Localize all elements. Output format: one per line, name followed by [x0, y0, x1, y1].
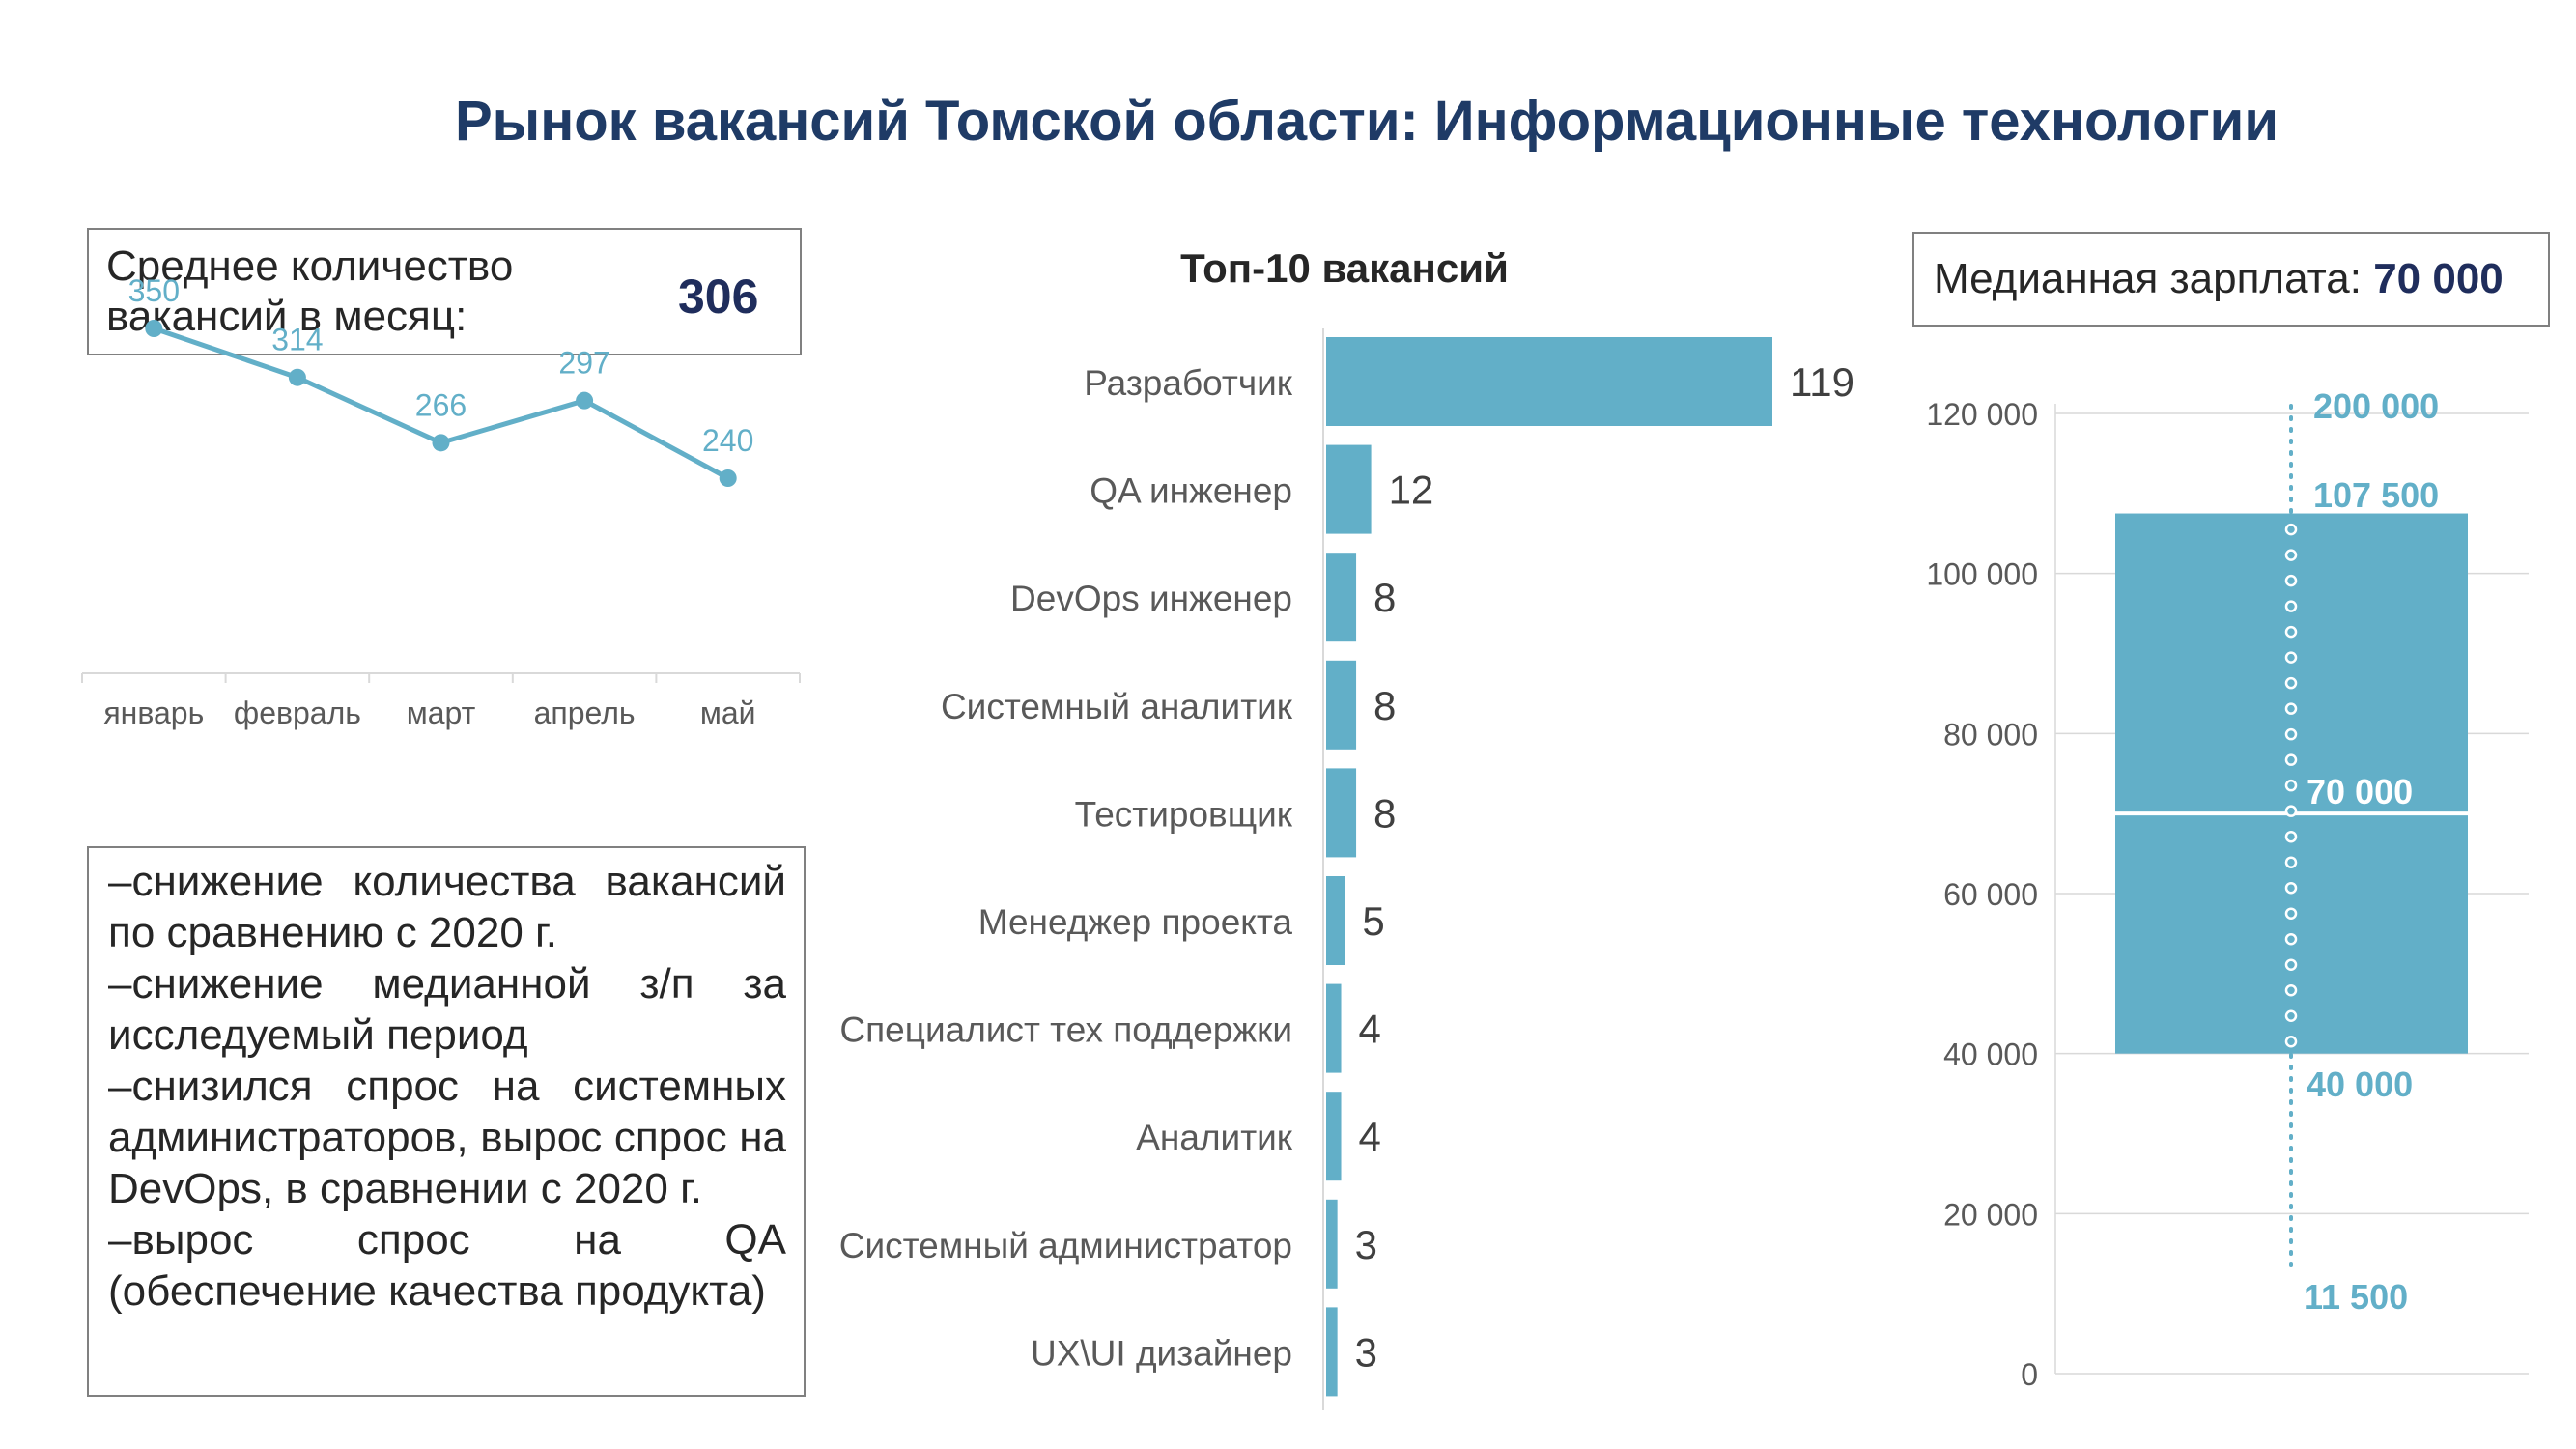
bar-category-label: QA инженер	[1090, 471, 1292, 511]
bar	[1326, 1092, 1342, 1181]
line-data-label: 240	[702, 423, 753, 458]
bar-category-label: Специалист тех поддержки	[839, 1010, 1292, 1050]
median-salary-text: Медианная зарплата: 70 000	[1934, 255, 2504, 303]
box-y-tick-label: 120 000	[1926, 397, 2038, 432]
bar-category-label: Менеджер проекта	[978, 902, 1293, 942]
median-salary-value: 70 000	[2373, 255, 2504, 302]
bar	[1326, 1199, 1338, 1289]
avg-vacancies-value: 306	[678, 270, 759, 324]
bar-category-label: Разработчик	[1084, 363, 1293, 403]
box-point	[2284, 958, 2298, 971]
bar-chart-title: Топ-10 вакансий	[1180, 245, 1509, 291]
note-item: –вырос спрос на QA (обеспечение качества…	[108, 1216, 786, 1315]
box-point	[2284, 932, 2298, 946]
box-y-tick-label: 0	[2021, 1357, 2038, 1392]
box-q3-label: 107 500	[2313, 475, 2439, 515]
bar	[1326, 983, 1342, 1073]
bar	[1326, 337, 1772, 426]
box-point	[2284, 830, 2298, 843]
box-point	[2284, 702, 2298, 715]
box-point	[2284, 983, 2298, 997]
box-point	[2284, 805, 2298, 817]
line-data-label: 350	[128, 273, 180, 308]
bar-category-label: DevOps инженер	[1010, 579, 1292, 618]
bar-value-label: 8	[1373, 790, 1396, 836]
bar-value-label: 4	[1359, 1114, 1381, 1159]
line-point	[288, 368, 306, 386]
bar	[1326, 660, 1357, 750]
box-point	[2284, 1035, 2298, 1048]
median-salary-box: Медианная зарплата: 70 000	[1912, 232, 2550, 327]
box-point	[2284, 600, 2298, 612]
box-point	[2284, 779, 2298, 792]
bar-value-label: 8	[1373, 683, 1396, 728]
median-salary-label: Медианная зарплата:	[1934, 255, 2362, 302]
bar-value-label: 4	[1359, 1007, 1381, 1052]
line-data-label: 297	[558, 346, 609, 381]
bar-category-label: Аналитик	[1136, 1118, 1293, 1157]
box-point	[2284, 1009, 2298, 1022]
box-point	[2284, 881, 2298, 895]
box-min-label: 11 500	[2304, 1277, 2408, 1317]
line-category-label: апрель	[534, 696, 636, 730]
box-point	[2284, 651, 2298, 664]
box-point	[2284, 523, 2298, 536]
box-y-tick-label: 20 000	[1943, 1197, 2038, 1232]
line-point	[576, 391, 594, 410]
bar	[1326, 876, 1345, 965]
box-max-label: 200 000	[2313, 386, 2439, 426]
bar-category-label: Системный администратор	[839, 1226, 1292, 1265]
line-category-label: январь	[103, 696, 204, 730]
bar-value-label: 5	[1362, 898, 1384, 944]
bar	[1326, 1307, 1338, 1397]
box-point	[2284, 574, 2298, 587]
bar-value-label: 8	[1373, 575, 1396, 620]
box-q1-label: 40 000	[2307, 1065, 2413, 1104]
note-item: –снижение медианной з/п за исследуемый п…	[108, 960, 786, 1059]
line-category-label: февраль	[234, 696, 361, 730]
line-data-label: 266	[415, 387, 467, 422]
line-point	[145, 320, 163, 337]
line-data-label: 314	[271, 323, 323, 357]
line-category-label: март	[407, 696, 476, 730]
bar	[1326, 553, 1357, 642]
box-point	[2284, 856, 2298, 868]
bar-value-label: 3	[1355, 1222, 1377, 1267]
line-point	[432, 434, 450, 452]
box-y-tick-label: 40 000	[1943, 1037, 2038, 1072]
box-y-tick-label: 80 000	[1943, 717, 2038, 752]
bar-value-label: 12	[1389, 468, 1434, 513]
note-item: –снизился спрос на системных администрат…	[108, 1063, 786, 1212]
box-y-tick-label: 60 000	[1943, 877, 2038, 912]
box-y-tick-label: 100 000	[1926, 557, 2038, 592]
box-point	[2284, 907, 2298, 920]
box-point	[2284, 625, 2298, 639]
box-point	[2284, 549, 2298, 561]
box-point	[2284, 676, 2298, 690]
bar-category-label: Системный аналитик	[941, 687, 1293, 726]
bar-category-label: UX\UI дизайнер	[1031, 1333, 1292, 1373]
bar	[1326, 444, 1372, 534]
box-point	[2284, 753, 2298, 766]
line-category-label: май	[700, 696, 756, 730]
notes-box: –снижение количества вакансий по сравнен…	[87, 846, 806, 1397]
bar-value-label: 119	[1790, 359, 1854, 405]
note-item: –снижение количества вакансий по сравнен…	[108, 858, 786, 956]
page-title: Рынок вакансий Томской области: Информац…	[455, 90, 2279, 153]
line-point	[719, 469, 737, 487]
bar	[1326, 768, 1357, 858]
box-median-label: 70 000	[2307, 772, 2413, 811]
bar-value-label: 3	[1355, 1329, 1377, 1375]
bar-category-label: Тестировщик	[1075, 794, 1293, 834]
box-point	[2284, 727, 2298, 741]
